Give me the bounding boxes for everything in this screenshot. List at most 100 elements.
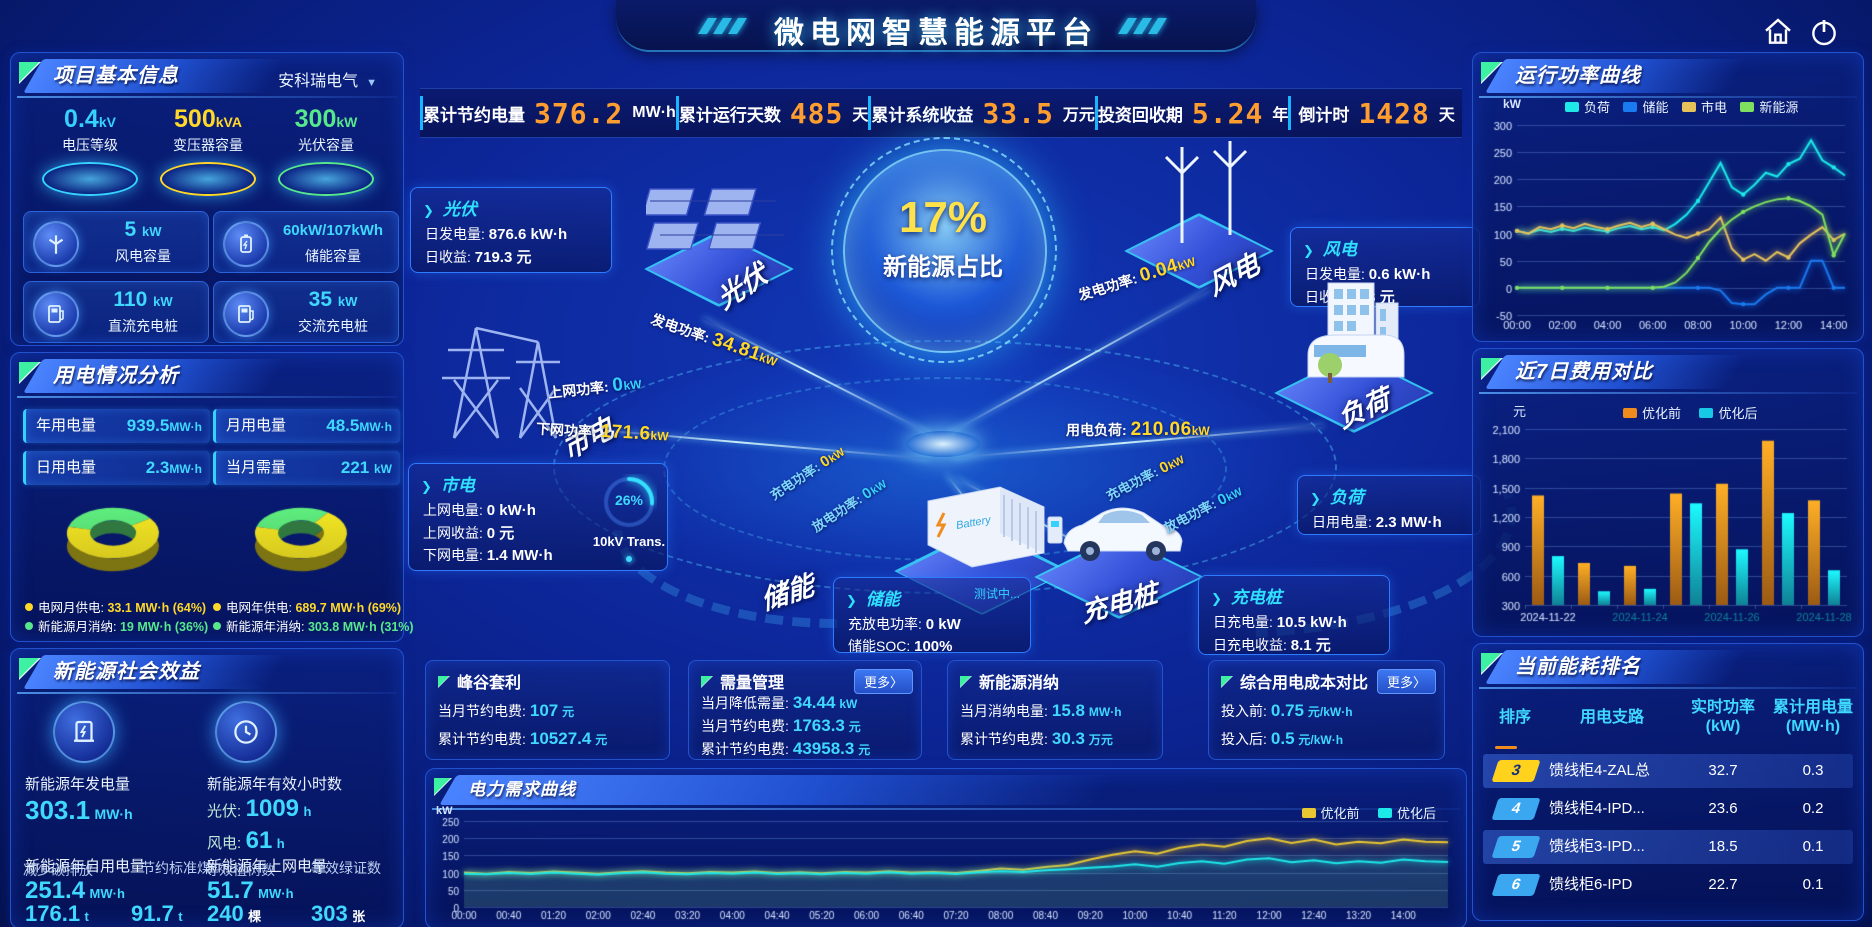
- table-row[interactable]: 5 馈线柜3-IPD... 18.5 0.1: [1483, 830, 1853, 864]
- run-y-label: kW: [1503, 97, 1521, 111]
- co2-value: 176.1 t: [25, 901, 89, 926]
- self-use-value: 251.4 MW·h: [25, 877, 125, 904]
- export-value: 51.7 MW·h: [207, 877, 294, 904]
- caret-right-icon: ❯: [1310, 491, 1321, 506]
- wind-hours: 风电: 61 h: [207, 827, 285, 854]
- demand-mgmt-card: 需量管理 更多〉 当月降低需量: 34.44 kW 当月节约电费: 1763.3 元…: [688, 660, 922, 760]
- self-use-label: 新能源年自用电量: [25, 858, 146, 875]
- caret-right-icon: ❯: [846, 593, 857, 608]
- run-power-panel: 运行功率曲线 kW 负荷 储能 市电 新能源: [1472, 52, 1864, 342]
- legend-cost-before[interactable]: 优化前: [1623, 403, 1681, 422]
- cost-compare-card: 综合用电成本对比 更多〉 投入前: 0.75 元/kW·h 投入后: 0.5 元/k…: [1208, 660, 1445, 760]
- rank-badge: 3: [1491, 760, 1541, 782]
- renewable-share-percent: 17%: [898, 193, 988, 242]
- table-row[interactable]: 6 馈线柜6-IPD 22.7 0.1: [1483, 868, 1853, 902]
- chevron-down-icon: ▼: [366, 77, 377, 89]
- hours-label: 新能源年有效小时数: [207, 776, 343, 793]
- pv-info-box: ❯ 光伏 日发电量: 876.6 kW·h 日收益: 719.3 元: [410, 187, 612, 273]
- home-icon[interactable]: [1762, 16, 1794, 48]
- year-usage-stat: 年用电量 939.5MW·h: [23, 409, 210, 443]
- cost-panel: 近7日费用对比 元 优化前 优化后: [1472, 348, 1864, 637]
- caret-right-icon: ❯: [421, 479, 432, 494]
- wind-turbine-icon: [1164, 141, 1248, 243]
- legend-renew-month: 新能源月消纳: 19 MW·h (36%): [25, 616, 208, 635]
- ac-charger-card: 35 kW 交流充电桩: [213, 281, 399, 343]
- project-panel-title: 项目基本信息: [53, 65, 179, 87]
- transformer-gauge-percent: 26%: [614, 492, 644, 508]
- legend-load[interactable]: 负荷: [1565, 97, 1610, 116]
- cost-compare-more-button[interactable]: 更多〉: [1376, 669, 1436, 694]
- kpi-run-days: 累计运行天数 485 天: [675, 96, 868, 130]
- card-corner-icon: [960, 676, 972, 688]
- usage-panel: 用电情况分析 年用电量 939.5MW·h 月用电量 48.5MW·h 日用电量…: [10, 352, 414, 642]
- caret-right-icon: ❯: [423, 203, 434, 218]
- rank-badge: 5: [1491, 836, 1541, 858]
- flow-pv-gen: 发电功率: 34.81kW: [649, 310, 779, 370]
- tree-label: 等效植树数: [205, 862, 275, 878]
- charger-icon: [223, 291, 269, 337]
- scroll-indicator: [1495, 746, 1517, 749]
- project-panel: 项目基本信息 安科瑞电气 ▼ 0.4kV 电压等级 500kVA 变压器容量 30…: [10, 52, 404, 346]
- gauge-dot: [626, 556, 632, 562]
- benefit-panel: 新能源社会效益 新能源年发电量 303.1 MW·h 新能源年有效小时数 光伏:…: [10, 648, 404, 927]
- cost-y-label: 元: [1513, 404, 1527, 419]
- battery-icon: [223, 221, 269, 267]
- peak-valley-card: 峰谷套利 当月节约电费: 107 元 累计节约电费: 10527.4 元: [425, 660, 670, 760]
- battery-container-icon: [927, 486, 1045, 568]
- legend-grid-year: 电网年供电: 689.7 MW·h (69%): [213, 597, 401, 616]
- rank-badge: 4: [1491, 798, 1541, 820]
- legend-grid-month: 电网月供电: 33.1 MW·h (64%): [25, 597, 206, 616]
- testing-badge: 测试中...: [973, 587, 1020, 601]
- demand-curve-chart: [434, 815, 1458, 923]
- table-row[interactable]: 4 馈线柜4-IPD... 23.6 0.2: [1483, 792, 1853, 826]
- load-info-box: ❯ 负荷 日用电量: 2.3 MW·h: [1297, 475, 1481, 535]
- legend-renewable[interactable]: 新能源: [1740, 97, 1798, 116]
- pv-capacity-stat: 300kW 光伏容量: [265, 105, 387, 196]
- legend-storage[interactable]: 储能: [1623, 97, 1668, 116]
- meter-icon: [53, 701, 115, 763]
- tree-value: 240 棵: [207, 901, 262, 926]
- cert-label: 等效绿证数: [311, 860, 381, 876]
- wind-icon: [33, 221, 79, 267]
- demand-y-label: kW: [436, 805, 453, 817]
- storage-info-box: ❯ 储能 测试中... 充放电功率: 0 kW 储能SOC: 100%: [833, 577, 1031, 655]
- power-icon[interactable]: [1808, 16, 1840, 48]
- month-supply-donut: [25, 481, 201, 593]
- coal-label: 节约标准煤: [141, 860, 211, 876]
- charger-icon: [33, 291, 79, 337]
- demand-mgmt-more-button[interactable]: 更多〉: [853, 669, 913, 694]
- charger-info-box: ❯ 充电桩 日充电量: 10.5 kW·h 日充电收益: 8.1 元: [1198, 575, 1390, 655]
- pedestal-glow: [160, 162, 256, 196]
- cert-value: 303 张: [311, 901, 366, 926]
- run-power-chart: [1481, 115, 1855, 333]
- kpi-income: 累计系统收益 33.5 万元: [868, 96, 1095, 130]
- transformer-gauge: [601, 474, 657, 530]
- building-icon: [1307, 282, 1405, 383]
- month-usage-stat: 月用电量 48.5MW·h: [213, 409, 400, 443]
- coal-value: 91.7 t: [131, 901, 183, 926]
- ev-car-icon: [1047, 507, 1183, 561]
- company-select[interactable]: 安科瑞电气 ▼: [278, 73, 377, 90]
- caret-right-icon: ❯: [1211, 591, 1222, 606]
- flow-load: 用电负荷: 210.06kW: [1066, 419, 1210, 440]
- bubble-ring: [831, 137, 1057, 363]
- col-energy: 累计用电量 (MW·h): [1772, 699, 1853, 735]
- kpi-bar: 累计节约电量 376.2 MW·h 累计运行天数 485 天 累计系统收益 33…: [420, 88, 1462, 138]
- hub-glow: [906, 431, 980, 457]
- storage-capacity-card: 60kW/107kWh 储能容量: [213, 211, 399, 273]
- kpi-payback: 投资回收期 5.24 年: [1094, 96, 1288, 130]
- col-branch: 用电支路: [1579, 709, 1644, 726]
- solar-panel-icon: [646, 188, 784, 250]
- pedestal-glow: [278, 162, 374, 196]
- legend-grid[interactable]: 市电: [1681, 97, 1727, 116]
- page-title: 微电网智慧能源平台: [774, 17, 1098, 50]
- table-row[interactable]: 3 馈线柜4-ZAL总 32.7 0.3: [1483, 754, 1853, 788]
- co2-label: 减少碳排放: [23, 862, 93, 878]
- run-power-title: 运行功率曲线: [1515, 65, 1641, 87]
- legend-cost-after[interactable]: 优化后: [1699, 403, 1757, 422]
- cost-panel-title: 近7日费用对比: [1515, 361, 1654, 383]
- export-label: 新能源年上网电量: [207, 858, 328, 875]
- gen-value: 303.1 MW·h: [25, 795, 133, 825]
- ranking-panel-title: 当前能耗排名: [1515, 656, 1641, 678]
